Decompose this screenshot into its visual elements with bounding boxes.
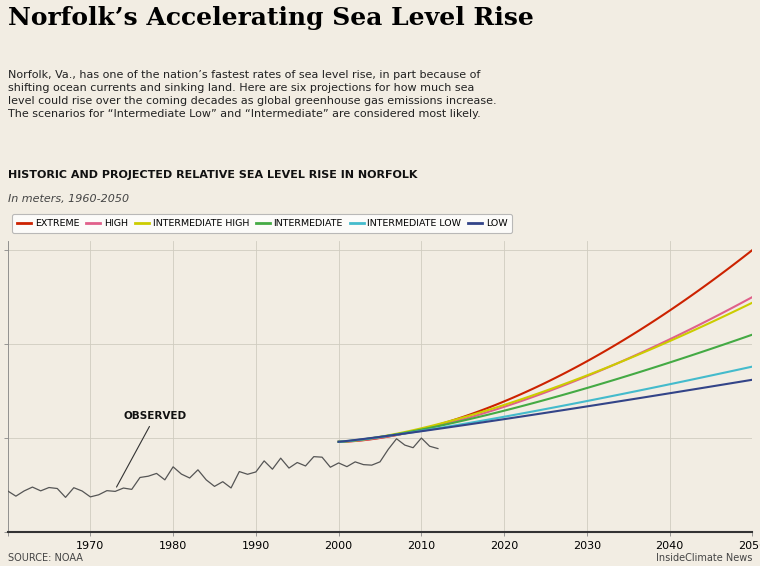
Text: InsideClimate News: InsideClimate News (656, 553, 752, 563)
Text: In meters, 1960-2050: In meters, 1960-2050 (8, 194, 128, 204)
Legend: EXTREME, HIGH, INTERMEDIATE HIGH, INTERMEDIATE, INTERMEDIATE LOW, LOW: EXTREME, HIGH, INTERMEDIATE HIGH, INTERM… (12, 214, 512, 233)
Text: Norfolk’s Accelerating Sea Level Rise: Norfolk’s Accelerating Sea Level Rise (8, 6, 534, 29)
Text: SOURCE: NOAA: SOURCE: NOAA (8, 553, 83, 563)
Text: Norfolk, Va., has one of the nation’s fastest rates of sea level rise, in part b: Norfolk, Va., has one of the nation’s fa… (8, 70, 496, 119)
Text: OBSERVED: OBSERVED (116, 411, 187, 487)
Text: HISTORIC AND PROJECTED RELATIVE SEA LEVEL RISE IN NORFOLK: HISTORIC AND PROJECTED RELATIVE SEA LEVE… (8, 170, 417, 180)
